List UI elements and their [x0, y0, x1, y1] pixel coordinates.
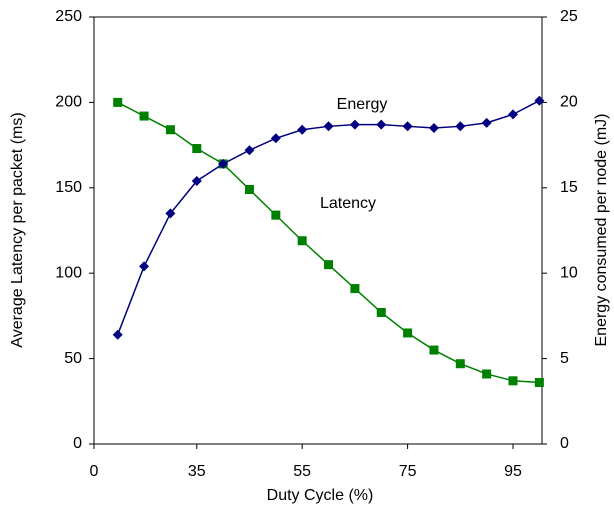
marker	[376, 119, 387, 130]
marker	[218, 158, 229, 169]
y-axis-label: Average Latency per packet (ms)	[9, 112, 26, 347]
y2-tick-label: 25	[560, 8, 578, 25]
marker	[324, 260, 334, 270]
marker	[297, 236, 307, 246]
y-tick-label: 250	[55, 8, 82, 25]
series-annotation: Latency	[320, 195, 376, 212]
marker	[403, 328, 413, 338]
series-annotation: Energy	[337, 96, 388, 113]
marker	[508, 376, 518, 386]
marker	[139, 111, 149, 121]
y2-tick-label: 10	[560, 264, 578, 281]
y-tick-label: 0	[73, 435, 82, 452]
marker	[455, 359, 465, 369]
marker	[139, 261, 150, 272]
marker	[323, 121, 334, 132]
y2-axis-label: Energy consumed per node (mJ)	[593, 114, 610, 347]
marker	[350, 284, 360, 294]
y-tick-label: 100	[55, 264, 82, 281]
y2-tick-label: 15	[560, 179, 578, 196]
marker	[113, 97, 123, 107]
marker	[192, 144, 202, 154]
marker	[165, 208, 176, 219]
y2-tick-label: 5	[560, 350, 569, 367]
marker	[508, 109, 519, 120]
y-tick-label: 150	[55, 179, 82, 196]
marker	[376, 307, 386, 317]
marker	[244, 185, 254, 195]
marker	[481, 117, 492, 128]
marker	[244, 145, 255, 156]
series-line	[117, 101, 540, 384]
x-tick-label: 0	[90, 463, 99, 480]
marker	[349, 119, 360, 130]
marker	[270, 133, 281, 144]
plot-area	[93, 16, 543, 445]
marker	[534, 95, 545, 106]
marker	[429, 345, 439, 355]
marker	[534, 378, 544, 388]
x-axis-label: Duty Cycle (%)	[267, 487, 374, 504]
marker	[271, 210, 281, 220]
marker	[165, 125, 175, 135]
y-tick-label: 200	[55, 94, 82, 111]
y2-tick-label: 20	[560, 94, 578, 111]
marker	[482, 369, 492, 379]
marker	[455, 121, 466, 132]
marker	[191, 175, 202, 186]
y2-tick-label: 0	[560, 435, 569, 452]
y-tick-label: 50	[64, 350, 82, 367]
series-line	[117, 100, 540, 335]
marker	[297, 124, 308, 135]
x-tick-label: 55	[293, 463, 311, 480]
x-tick-label: 95	[504, 463, 522, 480]
x-tick-label: 35	[188, 463, 206, 480]
marker	[428, 123, 439, 134]
x-tick-label: 75	[399, 463, 417, 480]
marker	[112, 329, 123, 340]
marker	[402, 121, 413, 132]
